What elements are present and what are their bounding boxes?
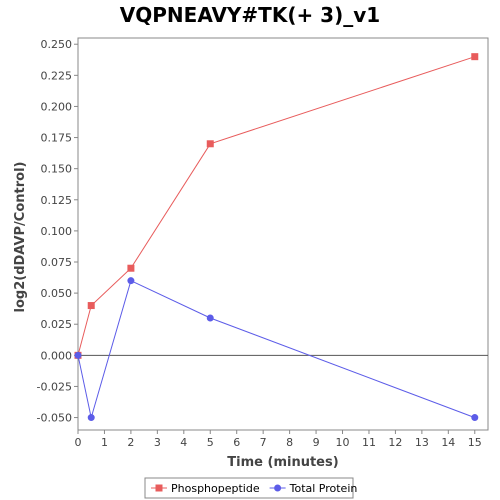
plot-area: -0.050 -0.025 0.000 0.025 0.050 0.075 0.100 0.1… [37, 37, 489, 449]
x-tick-label: 9 [313, 436, 320, 449]
y-tick-label: -0.025 [37, 380, 72, 393]
x-tick-label: 1 [101, 436, 108, 449]
y-tick-label: -0.050 [37, 412, 72, 425]
total-protein-point [87, 414, 95, 422]
y-tick-label: 0.225 [41, 69, 73, 82]
x-tick-label: 13 [415, 436, 429, 449]
total-protein-point [206, 314, 214, 322]
total-protein-point [471, 414, 479, 422]
phosphopeptide-point [206, 140, 214, 148]
x-tick-label: 11 [362, 436, 376, 449]
x-tick-label: 6 [233, 436, 240, 449]
total-protein-point [127, 277, 135, 285]
y-tick-label: 0.025 [41, 318, 73, 331]
phosphopeptide-point [127, 264, 135, 272]
x-tick-label: 7 [260, 436, 267, 449]
phosphopeptide-point [87, 302, 95, 310]
total-protein-point [74, 351, 82, 359]
total-protein-legend-label: Total Protein [289, 482, 358, 495]
x-tick-label: 14 [441, 436, 455, 449]
phosphopeptide-point [471, 53, 479, 61]
x-tick-label: 3 [154, 436, 161, 449]
total-protein-legend-marker [274, 484, 282, 492]
y-axis-label: log2(dDAVP/Control) [13, 162, 28, 313]
x-tick-label: 0 [75, 436, 82, 449]
x-tick-label: 2 [127, 436, 134, 449]
y-tick-label: 0.200 [41, 100, 73, 113]
y-tick-label: 0.250 [41, 38, 73, 51]
y-tick-label: 0.125 [41, 194, 73, 207]
y-tick-label: 0.075 [41, 256, 73, 269]
chart-title: VQPNEAVY#TK(+ 3)_v1 [120, 3, 380, 27]
plot-frame [77, 37, 489, 431]
y-tick-label: 0.150 [41, 163, 73, 176]
y-tick-label: 0.175 [41, 132, 73, 145]
legend-box [144, 477, 354, 499]
x-tick-label: 12 [388, 436, 402, 449]
x-tick-label: 5 [207, 436, 214, 449]
x-axis-label: Time (minutes) [227, 455, 338, 470]
x-tick-label: 8 [286, 436, 293, 449]
x-tick-label: 10 [336, 436, 350, 449]
phosphopeptide-legend-label: Phosphopeptide [171, 482, 260, 495]
y-tick-label: 0.100 [41, 225, 73, 238]
legend: Phosphopeptide Total Protein [144, 477, 358, 499]
x-tick-label: 15 [468, 436, 482, 449]
y-tick-label: 0.000 [41, 349, 73, 362]
y-tick-label: 0.050 [41, 287, 73, 300]
phosphopeptide-legend-marker [155, 484, 163, 492]
x-tick-label: 4 [180, 436, 187, 449]
